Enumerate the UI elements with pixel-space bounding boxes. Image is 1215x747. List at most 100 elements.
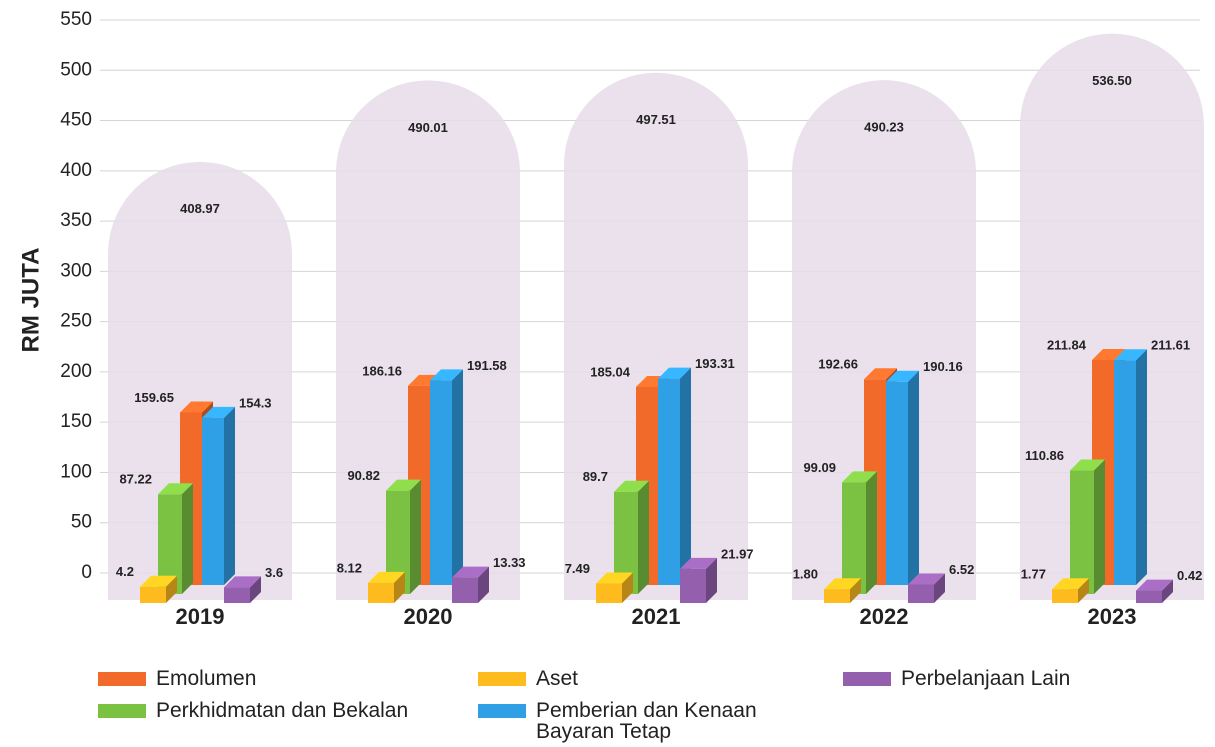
bar (908, 584, 934, 603)
value-label: 99.09 (803, 460, 836, 475)
bar-side (478, 566, 489, 603)
y-tick-label: 200 (60, 361, 92, 382)
x-tick-label: 2022 (860, 604, 909, 629)
bar-side (250, 576, 261, 603)
x-tick-label: 2021 (632, 604, 681, 629)
bar (1052, 589, 1078, 603)
bar-side (706, 557, 717, 603)
x-tick-label: 2020 (404, 604, 453, 629)
total-bubble (1020, 33, 1204, 601)
y-tick-label: 550 (60, 9, 92, 30)
bar-side (680, 367, 691, 585)
bar-top (1070, 459, 1105, 471)
bar-side (638, 480, 649, 594)
total-bubble (108, 161, 292, 601)
bar-side (1078, 578, 1089, 603)
value-label: 211.84 (1047, 337, 1087, 352)
legend-swatch (478, 672, 526, 686)
bar-top (908, 573, 945, 585)
y-tick-label: 300 (60, 260, 92, 281)
legend-item: Perkhidmatan dan Bekalan (98, 700, 408, 721)
bar (224, 587, 250, 603)
legend-item: Perbelanjaan Lain (843, 668, 1070, 689)
y-axis-label: RM JUTA (17, 248, 44, 353)
value-label: 185.04 (590, 364, 631, 379)
value-label: 1.80 (793, 567, 818, 582)
value-label: 90.82 (347, 468, 380, 483)
bar-side (394, 571, 405, 603)
bar-side (850, 578, 861, 603)
legend-swatch (478, 704, 526, 718)
bar-side (410, 479, 421, 594)
bar-top (614, 480, 649, 492)
value-label: 87.22 (119, 472, 152, 487)
bar (140, 586, 166, 603)
bar (680, 568, 706, 603)
total-label: 408.97 (180, 201, 220, 216)
y-tick-label: 450 (60, 110, 92, 131)
x-tick-label: 2023 (1088, 604, 1137, 629)
legend-swatch (843, 672, 891, 686)
x-tick-label: 2019 (176, 604, 225, 629)
legend-swatch (98, 704, 146, 718)
bar (824, 589, 850, 603)
bar-top (452, 566, 489, 578)
value-label: 193.31 (695, 356, 735, 371)
legend-label: Emolumen (156, 667, 257, 690)
total-bubble (792, 80, 976, 601)
bar-side (166, 575, 177, 603)
bar-top (180, 401, 213, 413)
legend-item: Aset (478, 668, 578, 689)
y-tick-label: 100 (60, 461, 92, 482)
bar-side (1094, 459, 1105, 594)
value-label: 13.33 (493, 555, 526, 570)
bar-side (182, 483, 193, 594)
bar-top (158, 483, 193, 495)
value-label: 159.65 (134, 390, 174, 405)
y-tick-label: 150 (60, 411, 92, 432)
value-label: 190.16 (923, 359, 963, 374)
bar-top (430, 369, 463, 381)
value-label: 4.2 (116, 564, 134, 579)
value-label: 7.49 (565, 561, 590, 576)
bar-top (842, 471, 877, 483)
value-label: 6.52 (949, 562, 974, 577)
bar-top (202, 406, 235, 418)
y-tick-label: 500 (60, 59, 92, 80)
legend-swatch (98, 672, 146, 686)
bar-side (934, 573, 945, 603)
bar (1114, 360, 1136, 585)
bar-top (1114, 349, 1147, 361)
bar (658, 378, 680, 585)
total-bubble (564, 72, 748, 601)
bar-top (596, 572, 633, 584)
y-tick-label: 250 (60, 311, 92, 332)
total-bubble (336, 80, 520, 601)
legend-item: Emolumen (98, 668, 256, 689)
y-tick-label: 0 (81, 562, 92, 583)
value-label: 21.97 (721, 546, 754, 561)
bar-side (224, 406, 235, 585)
value-label: 1.77 (1021, 567, 1046, 582)
bar-top (1052, 578, 1089, 590)
legend-label: Aset (536, 667, 579, 690)
bar (886, 381, 908, 585)
bar (202, 417, 224, 585)
bar (596, 583, 622, 603)
bar-side (1162, 579, 1173, 603)
total-label: 490.01 (408, 120, 448, 135)
bar (368, 582, 394, 603)
value-label: 154.3 (239, 395, 272, 410)
legend-item: Pemberian dan Kenaan Bayaran Tetap (478, 700, 798, 742)
legend-label: Pemberian dan Kenaan Bayaran Tetap (536, 699, 757, 743)
bar-top (386, 479, 421, 491)
chart: RM JUTA 0 50 100 150 200 250 300 350 400 450 500 55… (17, 9, 1204, 629)
bar-side (622, 572, 633, 603)
bar-top (886, 370, 919, 382)
bar-top (658, 367, 691, 379)
y-tick-label: 400 (60, 160, 92, 181)
bar-top (824, 578, 861, 590)
value-label: 211.61 (1151, 338, 1190, 353)
value-label: 3.6 (265, 565, 283, 580)
